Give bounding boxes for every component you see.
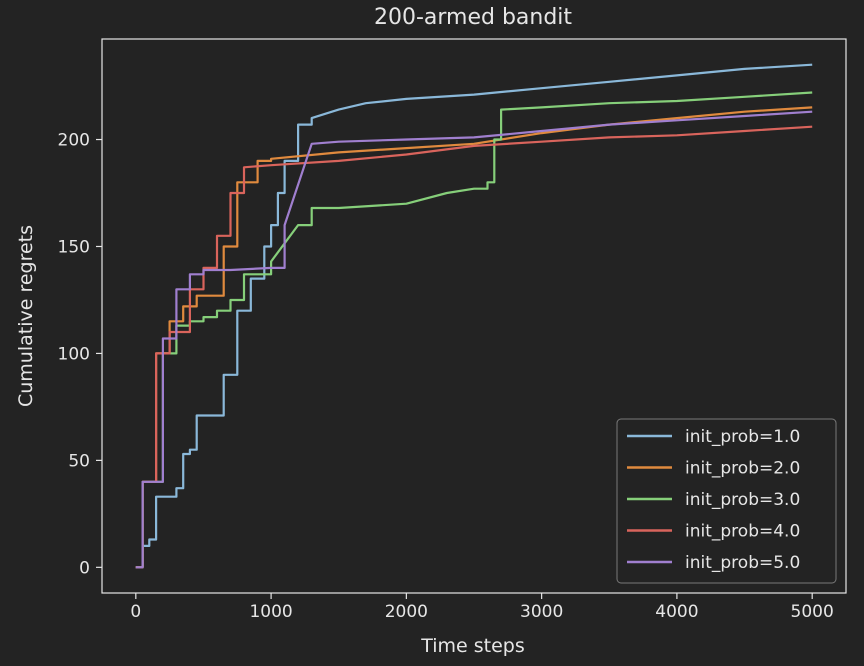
y-tick-label: 50 bbox=[68, 451, 90, 471]
x-tick-label: 4000 bbox=[655, 602, 698, 622]
x-axis: 0 1000 2000 3000 4000 5000 bbox=[130, 593, 834, 622]
legend-label: init_prob=2.0 bbox=[685, 459, 800, 479]
legend-label: init_prob=3.0 bbox=[685, 490, 800, 510]
series-line-5 bbox=[135, 110, 813, 569]
series-line-1 bbox=[135, 63, 813, 569]
y-axis-label: Cumulative regrets bbox=[15, 225, 37, 407]
y-tick-label: 150 bbox=[58, 237, 90, 257]
y-tick-label: 100 bbox=[58, 344, 90, 364]
y-tick-label: 0 bbox=[79, 558, 90, 578]
x-tick-label: 2000 bbox=[385, 602, 428, 622]
plot-frame bbox=[101, 38, 847, 594]
x-tick-label: 5000 bbox=[791, 602, 834, 622]
legend: init_prob=1.0 init_prob=2.0 init_prob=3.0i… bbox=[616, 418, 837, 584]
legend-box bbox=[616, 418, 837, 584]
x-tick-label: 1000 bbox=[249, 602, 292, 622]
chart-title: 200-armed bandit bbox=[374, 5, 572, 30]
series-line-4 bbox=[135, 125, 813, 569]
legend-label: init_prob=4.0 bbox=[685, 522, 800, 542]
y-tick-label: 200 bbox=[58, 131, 90, 151]
legend-label: init_prob=5.0 bbox=[685, 553, 800, 573]
x-axis-label: Time steps bbox=[420, 635, 525, 657]
y-axis: 0 50 100 150 200 bbox=[58, 131, 102, 578]
legend-label: init_prob=1.0 bbox=[685, 427, 800, 447]
x-tick-label: 3000 bbox=[520, 602, 563, 622]
series-layer bbox=[135, 63, 813, 569]
x-tick-label: 0 bbox=[130, 602, 141, 622]
